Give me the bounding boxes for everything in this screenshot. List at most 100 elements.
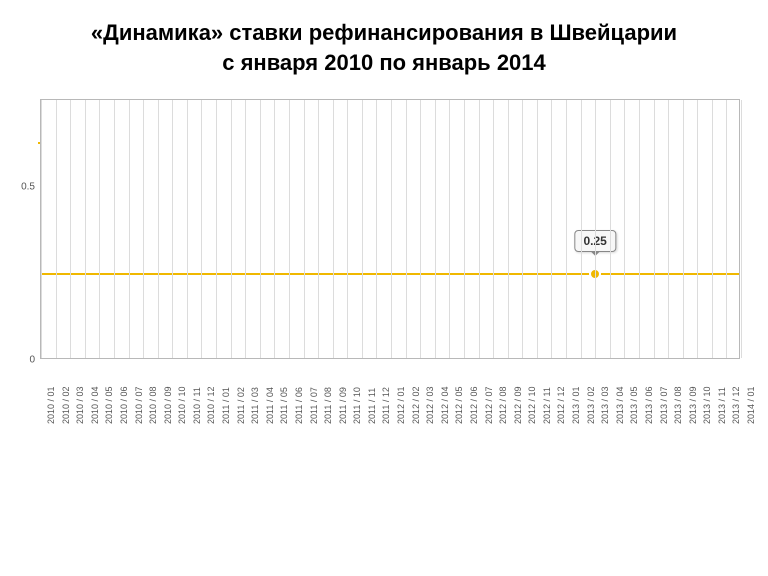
x-tick-label: 2013 / 11 bbox=[715, 362, 727, 424]
gridline bbox=[187, 100, 188, 358]
gridline bbox=[683, 100, 684, 358]
gridline bbox=[493, 100, 494, 358]
x-tick-label: 2011 / 06 bbox=[292, 362, 304, 424]
x-tick-label: 2013 / 06 bbox=[642, 362, 654, 424]
x-tick-label: 2010 / 06 bbox=[117, 362, 129, 424]
x-tick-label: 2011 / 01 bbox=[219, 362, 231, 424]
x-tick-label: 2012 / 05 bbox=[452, 362, 464, 424]
gridline bbox=[639, 100, 640, 358]
gridline bbox=[70, 100, 71, 358]
gridline bbox=[712, 100, 713, 358]
gridline bbox=[143, 100, 144, 358]
gridline bbox=[435, 100, 436, 358]
x-tick-label: 2011 / 07 bbox=[307, 362, 319, 424]
x-tick-label: 2012 / 09 bbox=[511, 362, 523, 424]
x-tick-label: 2014 / 01 bbox=[744, 362, 756, 424]
x-tick-label: 2010 / 08 bbox=[146, 362, 158, 424]
gridline bbox=[581, 100, 582, 358]
gridline bbox=[274, 100, 275, 358]
x-tick-label: 2013 / 12 bbox=[729, 362, 741, 424]
gridline bbox=[333, 100, 334, 358]
x-tick-label: 2012 / 07 bbox=[482, 362, 494, 424]
x-tick-label: 2011 / 03 bbox=[248, 362, 260, 424]
gridline bbox=[610, 100, 611, 358]
x-tick-label: 2013 / 10 bbox=[700, 362, 712, 424]
x-tick-label: 2011 / 04 bbox=[263, 362, 275, 424]
x-tick-label: 2013 / 03 bbox=[598, 362, 610, 424]
plot-region: 0.25 2010 / 012010 / 022010 / 032010 / 0… bbox=[40, 99, 740, 359]
x-tick-label: 2010 / 07 bbox=[132, 362, 144, 424]
gridline bbox=[318, 100, 319, 358]
gridline bbox=[406, 100, 407, 358]
gridline bbox=[508, 100, 509, 358]
gridline bbox=[537, 100, 538, 358]
x-tick-label: 2010 / 05 bbox=[102, 362, 114, 424]
x-tick-label: 2010 / 03 bbox=[73, 362, 85, 424]
gridline bbox=[741, 100, 742, 358]
x-tick-label: 2012 / 02 bbox=[409, 362, 421, 424]
gridline bbox=[41, 100, 42, 358]
gridline bbox=[391, 100, 392, 358]
gridline bbox=[231, 100, 232, 358]
gridline bbox=[304, 100, 305, 358]
gridline bbox=[479, 100, 480, 358]
gridline bbox=[158, 100, 159, 358]
gridline bbox=[216, 100, 217, 358]
x-tick-label: 2012 / 11 bbox=[540, 362, 552, 424]
x-tick-label: 2013 / 08 bbox=[671, 362, 683, 424]
x-tick-label: 2012 / 12 bbox=[554, 362, 566, 424]
gridline bbox=[726, 100, 727, 358]
gridline bbox=[245, 100, 246, 358]
x-tick-label: 2010 / 04 bbox=[88, 362, 100, 424]
gridline bbox=[347, 100, 348, 358]
x-tick-label: 2012 / 08 bbox=[496, 362, 508, 424]
gridline bbox=[172, 100, 173, 358]
gridline bbox=[362, 100, 363, 358]
x-tick-label: 2013 / 04 bbox=[613, 362, 625, 424]
x-tick-label: 2011 / 10 bbox=[350, 362, 362, 424]
x-tick-label: 2012 / 01 bbox=[394, 362, 406, 424]
x-tick-label: 2011 / 09 bbox=[336, 362, 348, 424]
chart-area: 0.25 2010 / 012010 / 022010 / 032010 / 0… bbox=[18, 87, 750, 439]
gridline bbox=[624, 100, 625, 358]
chart-title: «Динамика» ставки рефинансирования в Шве… bbox=[0, 0, 768, 77]
gridline bbox=[654, 100, 655, 358]
gridline bbox=[85, 100, 86, 358]
gridline bbox=[289, 100, 290, 358]
x-tick-label: 2012 / 06 bbox=[467, 362, 479, 424]
gridline bbox=[668, 100, 669, 358]
gridline bbox=[376, 100, 377, 358]
x-tick-label: 2011 / 05 bbox=[277, 362, 289, 424]
x-tick-label: 2013 / 01 bbox=[569, 362, 581, 424]
y-tick-label: 0.5 bbox=[21, 182, 41, 193]
title-line-2: с января 2010 по январь 2014 bbox=[222, 50, 546, 75]
gridline bbox=[114, 100, 115, 358]
x-tick-label: 2010 / 02 bbox=[59, 362, 71, 424]
gridline bbox=[201, 100, 202, 358]
x-tick-label: 2010 / 10 bbox=[175, 362, 187, 424]
gridline bbox=[260, 100, 261, 358]
x-tick-label: 2011 / 11 bbox=[365, 362, 377, 424]
gridline bbox=[56, 100, 57, 358]
gridline bbox=[551, 100, 552, 358]
title-line-1: «Динамика» ставки рефинансирования в Шве… bbox=[91, 20, 677, 45]
x-tick-label: 2012 / 04 bbox=[438, 362, 450, 424]
x-tick-label: 2010 / 09 bbox=[161, 362, 173, 424]
gridline bbox=[595, 100, 596, 358]
x-tick-label: 2010 / 12 bbox=[204, 362, 216, 424]
gridline bbox=[566, 100, 567, 358]
x-tick-label: 2012 / 10 bbox=[525, 362, 537, 424]
x-tick-label: 2011 / 12 bbox=[379, 362, 391, 424]
series-line bbox=[41, 273, 739, 275]
gridline bbox=[449, 100, 450, 358]
gridline bbox=[129, 100, 130, 358]
x-tick-label: 2013 / 07 bbox=[657, 362, 669, 424]
gridline bbox=[420, 100, 421, 358]
x-tick-label: 2012 / 03 bbox=[423, 362, 435, 424]
x-tick-label: 2010 / 11 bbox=[190, 362, 202, 424]
y-tick-label: 0 bbox=[29, 355, 41, 366]
gridline bbox=[697, 100, 698, 358]
x-tick-label: 2011 / 02 bbox=[234, 362, 246, 424]
x-tick-label: 2011 / 08 bbox=[321, 362, 333, 424]
gridline bbox=[464, 100, 465, 358]
